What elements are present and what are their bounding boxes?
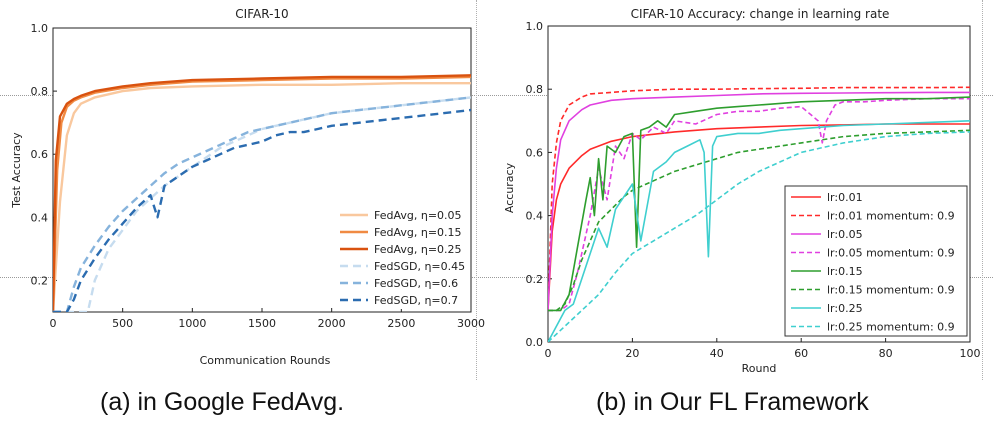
- x-tick-label: 1000: [178, 317, 206, 330]
- series-line-1: [53, 75, 471, 312]
- x-tick-label: 3000: [457, 317, 485, 330]
- y-axis-label: Test Accuracy: [10, 132, 23, 209]
- x-tick-label: 0: [50, 317, 57, 330]
- legend-box: [334, 207, 470, 309]
- y-tick-label: 0.8: [31, 85, 49, 98]
- y-tick-label: 1.0: [31, 22, 49, 35]
- x-tick-label: 1500: [248, 317, 276, 330]
- legend: FedAvg, η=0.05 FedAvg, η=0.15 FedAvg, η=0.…: [334, 207, 470, 309]
- x-tick-label: 2000: [318, 317, 346, 330]
- guide-line-vertical-right: [982, 0, 983, 380]
- y-tick-label: 0.2: [31, 274, 49, 287]
- guide-line-bottom: [0, 277, 993, 278]
- legend-entry: FedAvg, η=0.05: [374, 209, 462, 222]
- series-line-5: [53, 108, 471, 312]
- y-tick-label: 0.4: [31, 211, 49, 224]
- x-tick-label: 2500: [387, 317, 415, 330]
- legend-entry: FedSGD, η=0.6: [374, 277, 458, 290]
- legend-entry: FedAvg, η=0.15: [374, 226, 462, 239]
- guide-line-vertical: [476, 0, 477, 380]
- x-tick-label: 500: [112, 317, 133, 330]
- caption-left: (a) in Google FedAvg.: [100, 388, 345, 416]
- series-line-0: [53, 81, 471, 312]
- legend-entry: FedSGD, η=0.45: [374, 260, 465, 273]
- legend-entry: FedSGD, η=0.7: [374, 294, 458, 307]
- x-axis-label: Communication Rounds: [200, 354, 331, 367]
- series-line-3: [53, 96, 471, 312]
- legend-entry: FedAvg, η=0.25: [374, 243, 462, 256]
- series-line-2: [53, 74, 471, 312]
- guide-line-top: [0, 95, 993, 96]
- y-tick-label: 0.6: [31, 148, 49, 161]
- caption-right: (b) in Our FL Framework: [596, 388, 869, 416]
- chart-title: CIFAR-10: [235, 7, 288, 21]
- series-line-4: [53, 96, 471, 312]
